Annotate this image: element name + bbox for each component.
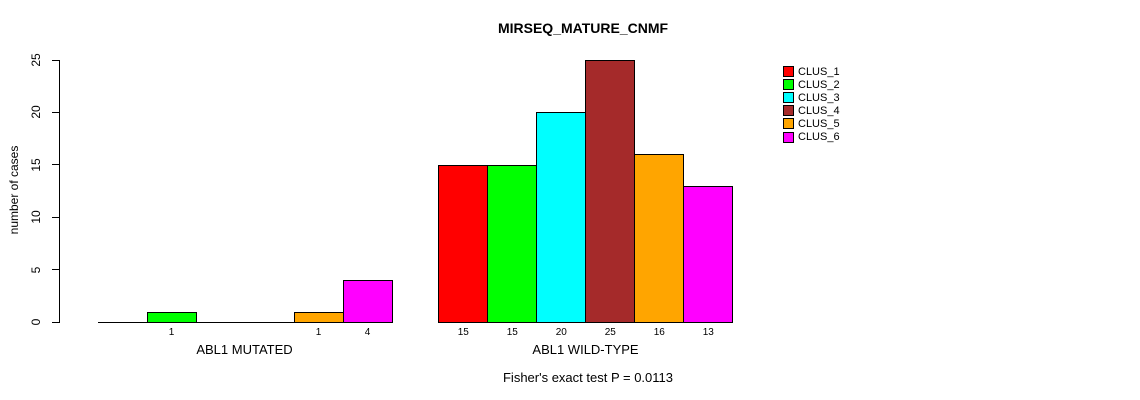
y-axis-tick	[52, 321, 59, 323]
legend-swatch-clus_3	[783, 92, 794, 104]
y-axis-tick	[52, 59, 59, 61]
bar-clus_3-group2	[536, 112, 587, 324]
bar-clus_4-group2	[585, 60, 636, 324]
legend-label: CLUS_6	[798, 131, 840, 144]
bar-clus_2-group2	[487, 164, 538, 324]
legend-swatch-clus_1	[783, 66, 794, 78]
bar-value-label: 25	[604, 327, 616, 338]
y-axis-tick-label: 20	[29, 105, 43, 120]
bar-value-label: 16	[653, 327, 665, 338]
fisher-test-annotation: Fisher's exact test P = 0.0113	[502, 370, 674, 385]
y-axis-tick-label: 10	[29, 210, 43, 225]
bar-clus_1-group2	[438, 164, 489, 324]
legend-swatch-clus_2	[783, 79, 794, 91]
legend-item-clus_4: CLUS_4	[783, 104, 840, 117]
y-axis-tick	[52, 269, 59, 271]
legend-item-clus_5: CLUS_5	[783, 117, 840, 130]
bar-clus_2-group1	[146, 311, 197, 324]
y-axis-tick-label: 5	[29, 266, 43, 274]
y-axis-tick-label: 25	[29, 53, 43, 67]
bar-value-label: 4	[364, 327, 371, 338]
bar-clus_6-group2	[683, 185, 734, 324]
y-axis-label: number of cases	[7, 145, 21, 235]
legend-label: CLUS_1	[798, 65, 840, 78]
x-axis-baseline	[97, 321, 393, 323]
bar-value-label: 20	[555, 327, 567, 338]
chart-title: MIRSEQ_MATURE_CNMF	[497, 20, 669, 36]
x-group-label-abl1-wild-type: ABL1 WILD-TYPE	[532, 342, 639, 357]
y-axis-tick	[52, 111, 59, 113]
legend-swatch-clus_6	[783, 131, 794, 143]
legend: CLUS_1 CLUS_2 CLUS_3 CLUS_4 CLUS_5 CLUS_6	[783, 65, 840, 144]
y-axis-tick	[52, 216, 59, 218]
legend-swatch-clus_4	[783, 105, 794, 117]
bar-value-label: 1	[315, 327, 322, 338]
bar-clus_5-group1	[293, 311, 344, 324]
y-axis-line	[58, 59, 60, 323]
legend-swatch-clus_5	[783, 118, 794, 130]
y-axis-tick-label: 15	[29, 158, 43, 172]
bar-value-label: 13	[702, 327, 714, 338]
legend-label: CLUS_5	[798, 117, 840, 130]
legend-label: CLUS_3	[798, 91, 840, 104]
legend-label: CLUS_4	[798, 104, 840, 117]
bar-clus_6-group1	[342, 280, 393, 324]
bar-value-label: 15	[506, 327, 518, 338]
legend-item-clus_3: CLUS_3	[783, 91, 840, 104]
x-group-label-abl1-mutated: ABL1 MUTATED	[196, 342, 293, 357]
legend-item-clus_6: CLUS_6	[783, 130, 840, 143]
y-axis-tick-label: 0	[29, 318, 43, 326]
bar-clus_5-group2	[634, 154, 685, 324]
bar-value-label: 1	[168, 327, 175, 338]
legend-item-clus_1: CLUS_1	[783, 65, 840, 78]
legend-item-clus_2: CLUS_2	[783, 78, 840, 91]
legend-label: CLUS_2	[798, 78, 840, 91]
bar-value-label: 15	[457, 327, 469, 338]
y-axis-tick	[52, 164, 59, 166]
